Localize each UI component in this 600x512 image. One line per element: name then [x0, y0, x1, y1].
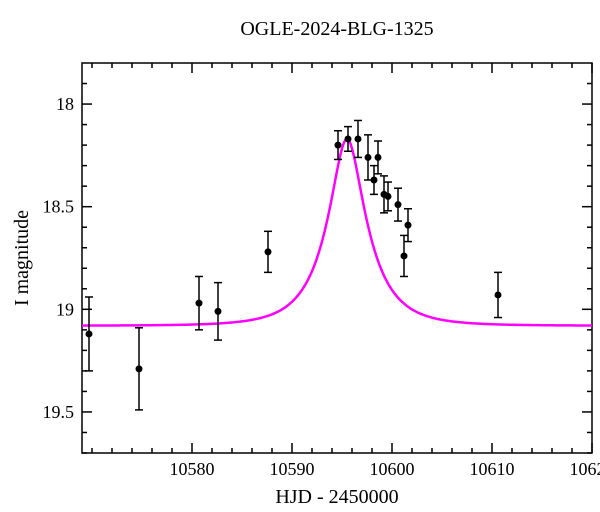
- data-point: [401, 253, 407, 259]
- data-point: [136, 366, 142, 372]
- y-axis-label: I magnitude: [11, 210, 33, 306]
- data-point: [215, 308, 221, 314]
- x-tick-label: 10580: [170, 459, 215, 479]
- x-tick-label: 10590: [270, 459, 315, 479]
- chart-container: OGLE-2024-BLG-1325 HJD - 2450000 I magnitu…: [0, 0, 600, 512]
- x-tick-label: 10600: [370, 459, 415, 479]
- y-tick-label: 18.5: [43, 197, 75, 217]
- data-point: [265, 249, 271, 255]
- data-point: [375, 154, 381, 160]
- data-point: [371, 177, 377, 183]
- y-tick-label: 18: [56, 94, 74, 114]
- y-tick-label: 19.5: [43, 402, 75, 422]
- data-point: [355, 136, 361, 142]
- data-point: [495, 292, 501, 298]
- y-tick-label: 19: [56, 299, 74, 319]
- data-point: [385, 193, 391, 199]
- x-tick-label: 10620: [570, 459, 600, 479]
- chart-bg: [0, 0, 600, 512]
- lightcurve-chart: OGLE-2024-BLG-1325 HJD - 2450000 I magnitu…: [0, 0, 600, 512]
- data-point: [365, 154, 371, 160]
- x-axis-label: HJD - 2450000: [275, 486, 398, 508]
- data-point: [86, 331, 92, 337]
- data-point: [345, 136, 351, 142]
- data-point: [335, 142, 341, 148]
- data-point: [196, 300, 202, 306]
- x-tick-label: 10610: [470, 459, 515, 479]
- data-point: [405, 222, 411, 228]
- data-point: [395, 202, 401, 208]
- chart-title: OGLE-2024-BLG-1325: [240, 18, 433, 40]
